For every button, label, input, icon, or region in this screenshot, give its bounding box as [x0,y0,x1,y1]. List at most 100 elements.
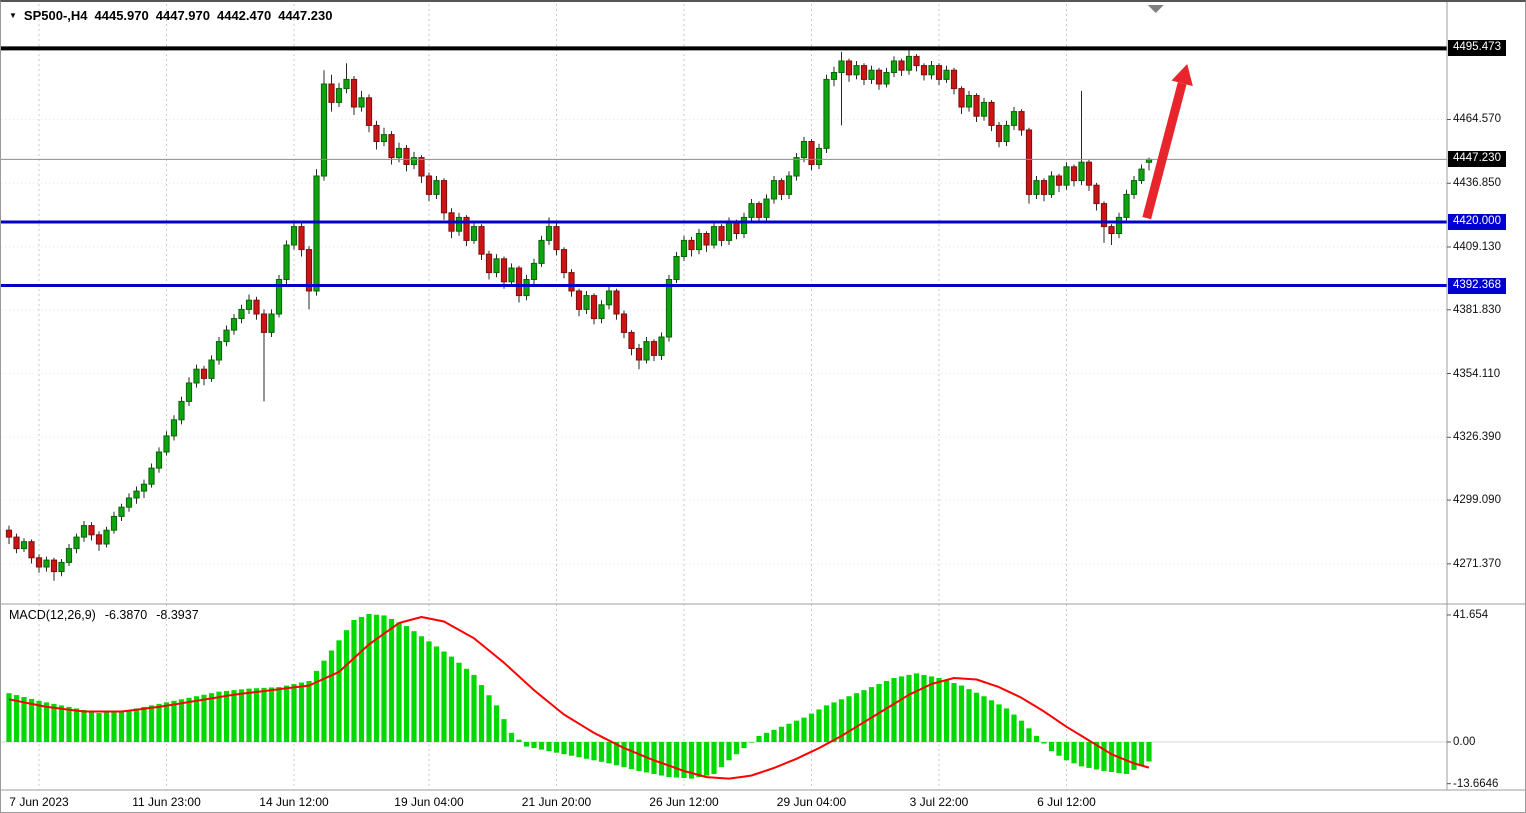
bull-candle-body [193,368,200,384]
macd-histogram-bar [276,687,282,742]
bull-candle-body [800,141,808,159]
macd-histogram-bar [636,742,642,771]
time-tick-label: 19 Jun 04:00 [394,795,464,809]
bull-candle-body [890,60,898,73]
time-tick-label: 14 Jun 12:00 [259,795,329,809]
bull-candle-body [335,88,343,103]
bull-candle-body [455,216,463,232]
macd-histogram-bar [681,742,687,779]
bull-candle-body [763,198,770,218]
bull-candle-body [155,451,163,469]
macd-histogram-bar [1048,742,1055,752]
bear-candle-body [988,101,995,126]
bull-candle-body [598,304,605,320]
macd-histogram-bar [448,656,455,742]
macd-histogram-bar [456,662,462,742]
bear-candle-body [733,221,740,234]
macd-histogram-bar [988,700,995,742]
bull-candle-body [1123,193,1130,218]
macd-histogram-bar [778,726,785,742]
macd-histogram-bar [21,697,27,742]
macd-histogram-bar [883,681,890,742]
bull-candle-body [313,175,320,292]
bull-candle-body [1048,175,1055,195]
bull-candle-body [1130,180,1138,195]
bull-candle-body [43,559,50,568]
bull-candle-body [1078,161,1085,182]
macd-histogram-bar [756,735,762,742]
macd-histogram-bar [1018,720,1025,742]
macd-histogram-bar [726,742,732,761]
macd-histogram-bar [81,709,87,742]
bear-candle-body [28,541,35,559]
macd-histogram-bar [471,674,477,742]
macd-histogram-bar [118,710,125,742]
bull-candle-body [815,147,823,165]
bear-candle-body [478,226,485,255]
macd-histogram-bar [463,668,470,742]
bull-candle-body [530,262,538,280]
collapse-triangle-icon[interactable]: ▼ [9,10,17,20]
bear-candle-body [875,69,883,85]
high-value: 4447.970 [155,8,210,23]
bull-candle-body [583,295,590,310]
bear-candle-body [88,525,95,536]
price-tick-label: 4271.370 [1453,557,1501,570]
macd-histogram-bar [703,742,710,776]
bull-candle-body [73,536,80,550]
bull-candle-body [170,419,178,437]
bull-candle-body [140,483,148,492]
macd-histogram-bar [231,690,237,742]
macd-histogram-bar [1086,742,1092,768]
macd-histogram-bar [1078,742,1085,767]
bear-candle-body [305,249,313,292]
time-tick-label: 3 Jul 22:00 [909,795,969,809]
macd-histogram-bar [846,696,852,742]
close-value: 4447.230 [278,8,333,23]
low-value: 4442.470 [216,8,272,23]
macd-histogram-bar [763,732,770,742]
macd-histogram-bar [583,742,590,759]
symbol-timeframe-label: SP500-,H4 [23,8,88,23]
macd-histogram-bar [696,742,702,778]
bear-candle-body [935,65,943,80]
bear-candle-body [403,147,410,165]
macd-histogram-bar [546,742,552,752]
bear-candle-body [463,216,470,241]
macd-histogram-bar [291,684,297,742]
price-tick-label: 4326.390 [1453,431,1501,444]
macd-histogram-bar [253,688,260,742]
bull-candle-body [1033,180,1040,195]
macd-histogram-bar [576,742,582,758]
bull-candle-body [65,548,73,563]
macd-histogram-bar [6,693,12,742]
bear-candle-body [860,65,868,80]
macd-histogram-bar [298,682,305,742]
macd-histogram-bar [516,739,522,742]
macd-histogram-bar [336,640,342,742]
bull-candle-body [118,506,125,517]
hline-price-badge: 4392.368 [1448,277,1506,294]
bull-candle-body [695,233,703,251]
macd-histogram-bar [1146,742,1152,762]
bear-candle-body [425,175,433,195]
bull-candle-body [680,239,688,257]
macd-histogram-bar [628,742,635,770]
macd-histogram-bar [913,673,920,742]
bull-candle-body [643,341,650,361]
bull-candle-body [110,515,118,531]
bear-candle-body [703,233,710,246]
macd-histogram-bar [613,742,620,766]
bull-candle-body [185,382,193,402]
macd-histogram-bar [606,742,612,764]
price-tick-label: 4354.110 [1453,367,1501,380]
up-arrow-shaft [1142,82,1187,220]
time-tick-label: 29 Jun 04:00 [776,795,847,809]
bull-candle-body [1115,216,1123,234]
macd-histogram-bar [238,689,245,742]
bull-candle-body [268,313,275,333]
bear-candle-body [920,65,928,76]
bull-candle-body [1138,168,1145,182]
time-axis[interactable] [1,790,1447,812]
